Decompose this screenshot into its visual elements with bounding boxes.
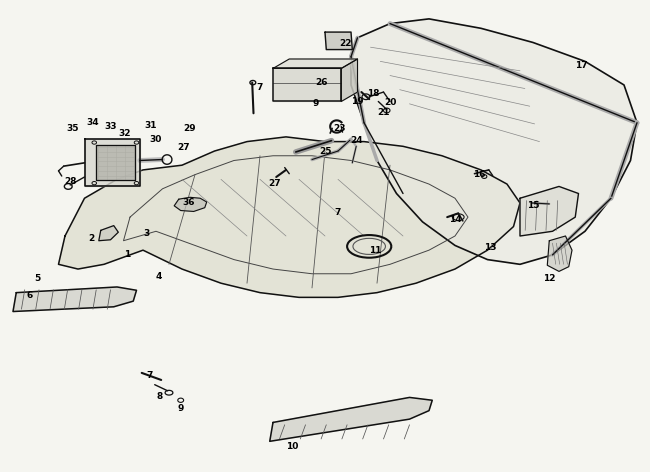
Text: 5: 5 (34, 274, 40, 283)
Polygon shape (273, 59, 358, 68)
Text: 35: 35 (66, 124, 79, 133)
Text: 11: 11 (369, 245, 382, 255)
Polygon shape (270, 397, 432, 441)
Text: 36: 36 (182, 197, 195, 207)
Text: 31: 31 (144, 120, 157, 130)
Polygon shape (84, 139, 140, 186)
Text: 30: 30 (150, 135, 162, 144)
Polygon shape (341, 59, 358, 101)
Text: 32: 32 (118, 128, 131, 138)
Polygon shape (96, 145, 135, 180)
Text: 9: 9 (312, 99, 318, 109)
Text: 27: 27 (268, 178, 281, 188)
Text: 28: 28 (64, 177, 77, 186)
Polygon shape (273, 68, 341, 101)
Text: 9: 9 (177, 404, 184, 413)
Polygon shape (174, 197, 207, 211)
Text: 4: 4 (156, 271, 162, 281)
Text: 22: 22 (339, 39, 352, 48)
Text: 17: 17 (575, 60, 588, 70)
Polygon shape (520, 186, 578, 236)
Polygon shape (99, 226, 118, 241)
Text: 3: 3 (143, 229, 150, 238)
Text: 29: 29 (183, 124, 196, 133)
Text: 19: 19 (351, 97, 364, 106)
Text: 20: 20 (384, 98, 396, 108)
Text: 13: 13 (484, 243, 497, 253)
Text: 15: 15 (526, 201, 539, 210)
Text: 25: 25 (318, 146, 332, 156)
Text: 14: 14 (448, 215, 461, 224)
Text: 6: 6 (26, 290, 32, 300)
Text: 21: 21 (377, 108, 390, 117)
Text: 34: 34 (86, 118, 99, 127)
Text: 10: 10 (286, 441, 299, 451)
Polygon shape (325, 32, 352, 50)
Polygon shape (58, 137, 520, 297)
Text: 16: 16 (473, 170, 486, 179)
Polygon shape (547, 236, 572, 271)
Text: 12: 12 (543, 274, 556, 283)
Text: 26: 26 (315, 78, 328, 87)
Text: 18: 18 (367, 89, 380, 98)
Text: 2: 2 (88, 234, 94, 243)
Text: 8: 8 (156, 392, 162, 401)
Polygon shape (351, 19, 637, 264)
Text: 7: 7 (257, 83, 263, 92)
Text: 24: 24 (350, 136, 363, 145)
Text: 7: 7 (335, 208, 341, 217)
Text: 27: 27 (177, 143, 190, 152)
Polygon shape (13, 287, 136, 312)
Text: 33: 33 (104, 122, 117, 131)
Text: 7: 7 (146, 371, 153, 380)
Text: 23: 23 (333, 124, 346, 133)
Text: 1: 1 (124, 250, 130, 260)
